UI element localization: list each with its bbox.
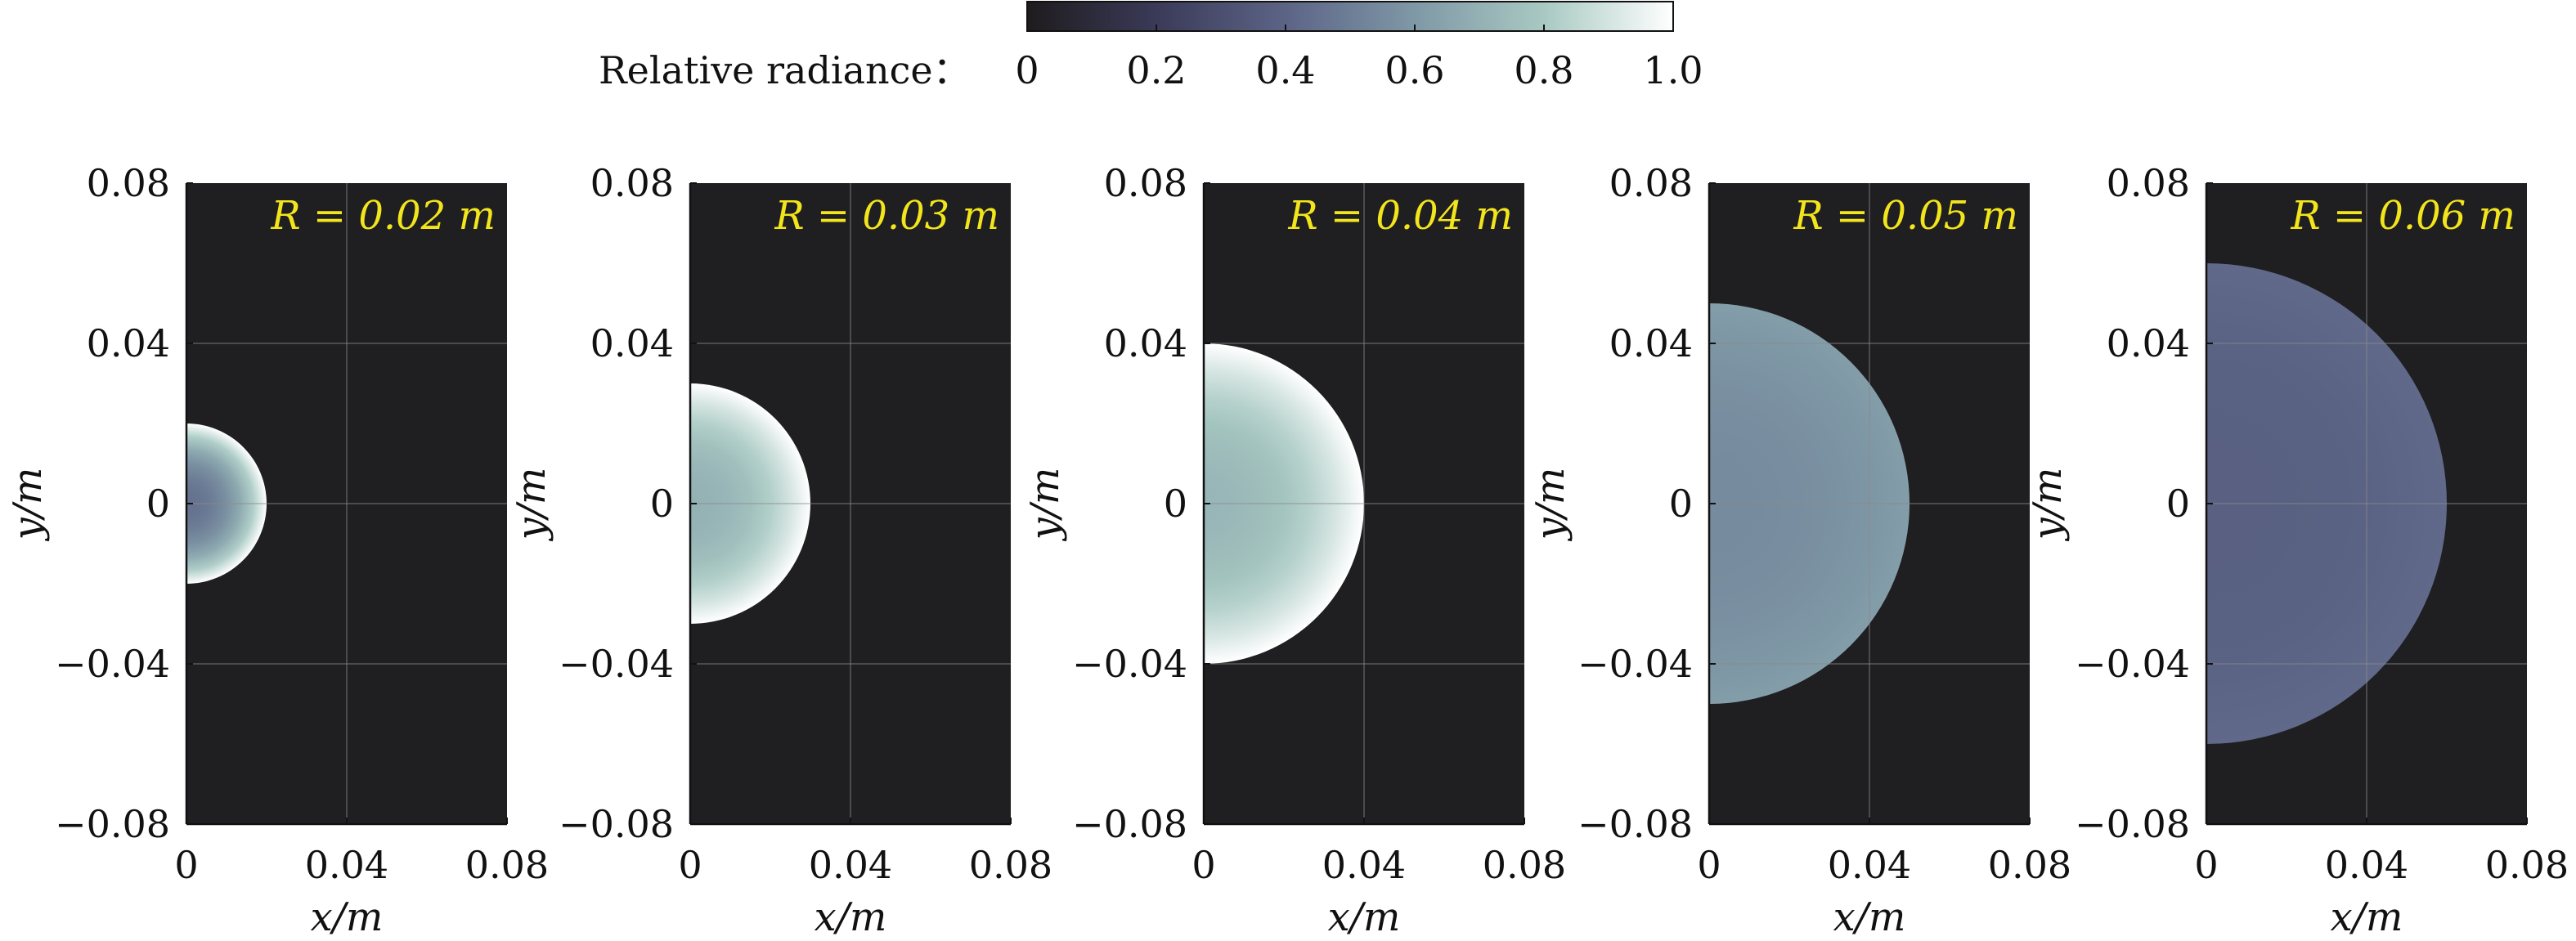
colorbar: 0 0.2 0.4 0.6 0.8 1.0 Relative radiance：: [599, 1, 1703, 92]
y-axis-label: y/m: [1022, 468, 1068, 542]
y-tick-label: 0.04: [87, 321, 170, 365]
x-axis-label: x/m: [2331, 894, 2403, 940]
y-tick-label: −0.04: [1072, 642, 1187, 686]
x-tick-label: 0.08: [1483, 843, 1566, 887]
colorbar-gradient: [1026, 1, 1674, 32]
x-axis-label: x/m: [1833, 894, 1906, 940]
x-axis-label: x/m: [1328, 894, 1401, 940]
radius-annotation: R = 0.05 m: [1793, 193, 2018, 239]
y-axis-label: y/m: [509, 468, 554, 542]
radius-annotation: R = 0.04 m: [1287, 193, 1513, 239]
x-tick-label: 0.04: [809, 843, 892, 887]
panel-1: 0 0.04 0.08 0.08 0.04 0 −0.04 −0.08 x/m y/m R = 0.…: [5, 161, 549, 940]
y-axis-label: y/m: [1528, 468, 1573, 542]
y-tick-label: 0.04: [590, 321, 674, 365]
y-tick-label: 0: [1164, 482, 1187, 526]
y-tick-label: 0.08: [87, 161, 170, 205]
colorbar-tick-label: 0.6: [1384, 48, 1444, 92]
x-tick-label: 0.08: [1988, 843, 2071, 887]
y-tick-label: −0.04: [2075, 642, 2190, 686]
x-tick-label: 0.08: [969, 843, 1052, 887]
colorbar-tick-label: 0.2: [1126, 48, 1186, 92]
x-tick-label: 0: [1697, 843, 1721, 887]
y-tick-label: 0: [146, 482, 170, 526]
radius-annotation: R = 0.03 m: [774, 193, 999, 239]
y-axis-label: y/m: [5, 468, 51, 542]
panel-5: 0 0.04 0.08 0.08 0.04 0 −0.04 −0.08 x/m y/m R = 0.…: [2025, 161, 2569, 940]
y-tick-label: 0.08: [1104, 161, 1187, 205]
panel-4: 0 0.04 0.08 0.08 0.04 0 −0.04 −0.08 x/m y/m R = 0.…: [1528, 161, 2071, 940]
y-tick-label: 0: [1669, 482, 1693, 526]
x-tick-label: 0: [174, 843, 198, 887]
colorbar-tick-label: 0: [1015, 48, 1039, 92]
x-tick-label: 0.04: [1828, 843, 1911, 887]
y-tick-label: 0.04: [2107, 321, 2190, 365]
radius-annotation: R = 0.06 m: [2290, 193, 2515, 239]
x-axis-label: x/m: [815, 894, 887, 940]
y-tick-label: −0.08: [1577, 802, 1693, 846]
y-tick-label: 0: [650, 482, 674, 526]
colorbar-label: Relative radiance：: [599, 48, 971, 92]
y-tick-label: 0: [2166, 482, 2190, 526]
radius-annotation: R = 0.02 m: [270, 193, 496, 239]
x-axis-label: x/m: [311, 894, 384, 940]
colorbar-tick-label: 1.0: [1643, 48, 1703, 92]
y-tick-label: 0.04: [1104, 321, 1187, 365]
x-tick-label: 0.04: [305, 843, 388, 887]
y-tick-label: −0.08: [1072, 802, 1187, 846]
y-tick-label: −0.08: [55, 802, 170, 846]
y-tick-label: 0.08: [1609, 161, 1693, 205]
y-tick-label: 0.04: [1609, 321, 1693, 365]
colorbar-tick-label: 0.4: [1255, 48, 1315, 92]
x-tick-label: 0.04: [2325, 843, 2408, 887]
panels: 0 0.04 0.08 0.08 0.04 0 −0.04 −0.08 x/m y/m R = 0.…: [5, 161, 2569, 940]
colorbar-tick-label: 0.8: [1514, 48, 1573, 92]
y-axis-label: y/m: [2025, 468, 2071, 542]
x-tick-label: 0: [678, 843, 702, 887]
y-tick-label: −0.08: [559, 802, 674, 846]
y-tick-label: 0.08: [2107, 161, 2190, 205]
x-tick-label: 0.08: [2485, 843, 2569, 887]
x-tick-label: 0: [2194, 843, 2218, 887]
panel-3: 0 0.04 0.08 0.08 0.04 0 −0.04 −0.08 x/m y/m R = 0.…: [1022, 161, 1566, 940]
y-tick-label: −0.04: [1577, 642, 1693, 686]
y-tick-label: −0.08: [2075, 802, 2190, 846]
y-tick-label: −0.04: [55, 642, 170, 686]
x-tick-label: 0.04: [1322, 843, 1406, 887]
panel-2: 0 0.04 0.08 0.08 0.04 0 −0.04 −0.08 x/m y/m R = 0.…: [509, 161, 1052, 940]
y-tick-label: 0.08: [590, 161, 674, 205]
x-tick-label: 0: [1192, 843, 1215, 887]
x-tick-label: 0.08: [465, 843, 549, 887]
y-tick-label: −0.04: [559, 642, 674, 686]
